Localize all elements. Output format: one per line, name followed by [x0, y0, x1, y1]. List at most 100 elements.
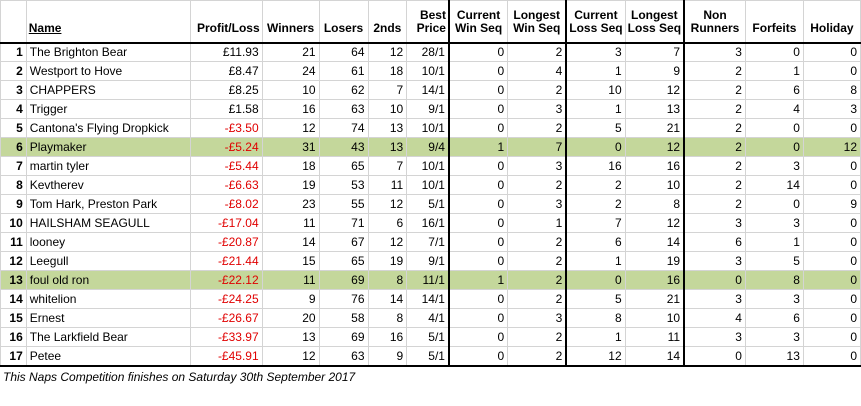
- seconds-cell: 16: [367, 327, 408, 347]
- current-loss-seq-cell: 1: [565, 99, 626, 119]
- table-row: 6 Playmaker -£5.24 31 43 13 9/4 1 7 0 12 2 0 12: [0, 137, 861, 157]
- name-cell: The Larkfield Bear: [25, 327, 191, 347]
- current-loss-seq-cell: 8: [565, 308, 626, 328]
- best-price-cell: 5/1: [406, 327, 450, 347]
- losers-cell: 43: [318, 137, 369, 157]
- current-loss-seq-cell: 6: [565, 232, 626, 252]
- holiday-cell: 3: [802, 99, 861, 119]
- longest-loss-seq-cell: 11: [624, 327, 686, 347]
- current-win-seq-cell: 0: [447, 308, 509, 328]
- holiday-cell: 0: [802, 346, 861, 367]
- longest-win-seq-cell: 2: [507, 232, 568, 252]
- header-longest-win-seq: Win Seq: [507, 21, 568, 44]
- seconds-cell: 7: [367, 80, 408, 100]
- best-price-cell: 10/1: [406, 156, 450, 176]
- profit-loss-cell: £1.58: [189, 99, 263, 119]
- current-loss-seq-cell: 1: [565, 251, 626, 271]
- profit-loss-cell: -£17.04: [189, 213, 263, 233]
- table-row: 3 CHAPPERS £8.25 10 62 7 14/1 0 2 10 12 2 6 8: [0, 80, 861, 100]
- name-cell: Cantona's Flying Dropkick: [25, 118, 191, 138]
- best-price-cell: 14/1: [406, 80, 450, 100]
- longest-loss-seq-cell: 19: [624, 251, 686, 271]
- holiday-cell: 8: [802, 80, 861, 100]
- winners-cell: 12: [261, 346, 320, 367]
- forfeits-cell: 0: [744, 118, 804, 138]
- header-current-loss-seq: Loss Seq: [565, 21, 626, 44]
- seconds-cell: 9: [367, 346, 408, 367]
- forfeits-cell: 3: [744, 289, 804, 309]
- current-win-seq-cell: 0: [447, 194, 509, 214]
- rank-cell: 13: [0, 270, 27, 290]
- header-forfeits: Forfeits: [744, 21, 804, 44]
- header-row-top: Best Current Longest Current Longest Non: [0, 0, 861, 22]
- profit-loss-cell: -£45.91: [189, 346, 263, 367]
- non-runners-cell: 3: [683, 289, 746, 309]
- table-row: 10 HAILSHAM SEAGULL -£17.04 11 71 6 16/1 0 1 7 12 3…: [0, 213, 861, 233]
- longest-win-seq-cell: 4: [507, 61, 568, 81]
- losers-cell: 65: [318, 156, 369, 176]
- winners-cell: 11: [261, 213, 320, 233]
- winners-cell: 10: [261, 80, 320, 100]
- forfeits-cell: 0: [744, 194, 804, 214]
- best-price-cell: 9/1: [406, 251, 450, 271]
- winners-cell: 13: [261, 327, 320, 347]
- longest-loss-seq-cell: 16: [624, 270, 686, 290]
- winners-cell: 31: [261, 137, 320, 157]
- best-price-cell: 16/1: [406, 213, 450, 233]
- winners-cell: 19: [261, 175, 320, 195]
- seconds-cell: 11: [367, 175, 408, 195]
- losers-cell: 67: [318, 232, 369, 252]
- longest-win-seq-cell: 7: [507, 137, 568, 157]
- winners-cell: 11: [261, 270, 320, 290]
- current-loss-seq-cell: 5: [565, 118, 626, 138]
- holiday-cell: 0: [802, 327, 861, 347]
- current-win-seq-cell: 0: [447, 251, 509, 271]
- non-runners-cell: 2: [683, 99, 746, 119]
- longest-loss-seq-cell: 12: [624, 137, 686, 157]
- holiday-cell: 0: [802, 308, 861, 328]
- table-row: 14 whitelion -£24.25 9 76 14 14/1 0 2 5 21 3 3 0: [0, 289, 861, 309]
- seconds-cell: 10: [367, 99, 408, 119]
- current-loss-seq-cell: 1: [565, 61, 626, 81]
- current-loss-seq-cell: 0: [565, 137, 626, 157]
- best-price-cell: 4/1: [406, 308, 450, 328]
- header-current-loss-top: Current: [565, 0, 626, 22]
- non-runners-cell: 6: [683, 232, 746, 252]
- current-win-seq-cell: 0: [447, 327, 509, 347]
- profit-loss-cell: -£20.87: [189, 232, 263, 252]
- name-cell: Kevtherev: [25, 175, 191, 195]
- holiday-cell: 0: [802, 118, 861, 138]
- winners-cell: 12: [261, 118, 320, 138]
- best-price-cell: 10/1: [406, 118, 450, 138]
- name-cell: Tom Hark, Preston Park: [25, 194, 191, 214]
- current-win-seq-cell: 0: [447, 156, 509, 176]
- name-cell: martin tyler: [25, 156, 191, 176]
- name-cell: Playmaker: [25, 137, 191, 157]
- longest-win-seq-cell: 3: [507, 99, 568, 119]
- current-win-seq-cell: 0: [447, 232, 509, 252]
- non-runners-cell: 0: [683, 346, 746, 367]
- seconds-cell: 6: [367, 213, 408, 233]
- losers-cell: 64: [318, 42, 369, 62]
- non-runners-cell: 4: [683, 308, 746, 328]
- current-loss-seq-cell: 16: [565, 156, 626, 176]
- forfeits-cell: 13: [744, 346, 804, 367]
- name-cell: HAILSHAM SEAGULL: [25, 213, 191, 233]
- seconds-cell: 18: [367, 61, 408, 81]
- longest-loss-seq-cell: 21: [624, 118, 686, 138]
- longest-win-seq-cell: 2: [507, 346, 568, 367]
- holiday-cell: 0: [802, 61, 861, 81]
- losers-cell: 63: [318, 99, 369, 119]
- non-runners-cell: 2: [683, 61, 746, 81]
- best-price-cell: 11/1: [406, 270, 450, 290]
- rank-cell: 4: [0, 99, 27, 119]
- seconds-cell: 8: [367, 270, 408, 290]
- profit-loss-cell: -£33.97: [189, 327, 263, 347]
- longest-loss-seq-cell: 16: [624, 156, 686, 176]
- longest-loss-seq-cell: 13: [624, 99, 686, 119]
- longest-loss-seq-cell: 9: [624, 61, 686, 81]
- forfeits-cell: 6: [744, 80, 804, 100]
- best-price-cell: 10/1: [406, 175, 450, 195]
- header-name: Name: [25, 21, 191, 44]
- longest-loss-seq-cell: 14: [624, 346, 686, 367]
